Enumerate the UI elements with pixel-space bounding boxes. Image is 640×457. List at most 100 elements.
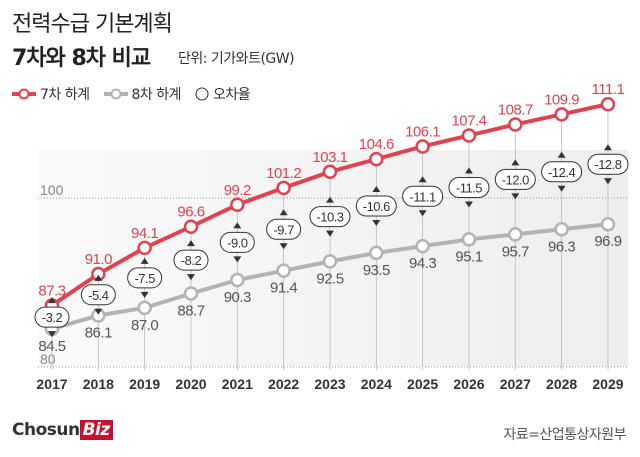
arrow-down-icon bbox=[48, 331, 56, 338]
data-label-7th: 103.1 bbox=[312, 149, 347, 166]
data-label-8th: 95.7 bbox=[502, 243, 529, 260]
difference-label: -7.5 bbox=[134, 271, 155, 286]
arrow-up-icon bbox=[140, 257, 149, 264]
difference-badge bbox=[448, 176, 490, 198]
arrow-up-icon bbox=[557, 151, 566, 158]
data-label-8th: 92.5 bbox=[316, 270, 343, 287]
difference-label: -5.4 bbox=[88, 288, 109, 303]
data-label-7th: 109.9 bbox=[544, 91, 579, 108]
arrow-down-icon bbox=[325, 230, 334, 237]
data-label-7th: 87.3 bbox=[38, 282, 65, 299]
data-label-8th: 87.0 bbox=[131, 317, 158, 334]
data-label-7th: 96.6 bbox=[177, 204, 204, 221]
arrow-down-icon bbox=[233, 256, 242, 263]
difference-badge bbox=[127, 267, 163, 289]
point-7th bbox=[415, 139, 430, 154]
point-8th bbox=[461, 232, 477, 247]
point-7th bbox=[508, 117, 523, 132]
difference-label: -9.0 bbox=[227, 235, 248, 250]
source-label: 자료=산업통상자원부 bbox=[503, 427, 626, 443]
difference-badge bbox=[309, 206, 351, 228]
point-7th bbox=[137, 240, 152, 256]
arrow-down-icon bbox=[603, 178, 612, 185]
point-8th bbox=[276, 263, 291, 278]
point-7th bbox=[322, 164, 338, 180]
difference-label: -10.3 bbox=[316, 210, 343, 225]
arrow-up-icon bbox=[418, 176, 427, 183]
arrow-down-icon bbox=[94, 308, 103, 315]
legend-marker-8th bbox=[103, 88, 128, 100]
point-7th bbox=[554, 107, 569, 122]
data-label-7th: 111.1 bbox=[592, 81, 625, 98]
x-tick-label: 2020 bbox=[175, 376, 206, 392]
legend-8th: 8차 하계 bbox=[131, 87, 182, 103]
difference-badge bbox=[34, 306, 70, 328]
data-label-8th: 86.1 bbox=[85, 324, 112, 341]
point-8th bbox=[600, 216, 616, 232]
data-label-7th: 107.4 bbox=[451, 112, 486, 129]
difference-label: -12.4 bbox=[548, 165, 575, 180]
data-label-7th: 99.2 bbox=[224, 182, 251, 199]
x-tick-label: 2021 bbox=[222, 376, 253, 392]
difference-badge bbox=[266, 218, 302, 240]
arrow-up-icon bbox=[279, 209, 288, 216]
point-7th bbox=[276, 180, 291, 196]
x-tick-label: 2022 bbox=[268, 376, 299, 392]
data-label-8th: 84.5 bbox=[38, 338, 65, 355]
data-label-7th: 104.6 bbox=[359, 136, 394, 153]
legend-marker-diff bbox=[195, 87, 209, 101]
point-8th bbox=[137, 300, 152, 316]
arrow-down-icon bbox=[186, 274, 195, 281]
arrow-up-icon bbox=[186, 240, 195, 247]
legend: 7차 하계 8차 하계 오차율 bbox=[12, 84, 251, 104]
data-label-8th: 93.5 bbox=[363, 262, 390, 279]
difference-label: -12.8 bbox=[594, 157, 621, 172]
difference-badge bbox=[494, 168, 536, 190]
x-tick-label: 2017 bbox=[36, 376, 67, 392]
arrow-up-icon bbox=[511, 159, 520, 166]
data-label-8th: 88.7 bbox=[177, 302, 204, 319]
title-line-1: 전력수급 기본계획 bbox=[12, 12, 173, 37]
point-8th bbox=[322, 254, 338, 269]
x-tick-label: 2029 bbox=[592, 376, 623, 392]
point-8th bbox=[183, 286, 199, 301]
difference-label: -3.2 bbox=[42, 310, 63, 325]
point-7th bbox=[183, 219, 199, 234]
arrow-down-icon bbox=[279, 243, 288, 250]
arrow-up-icon bbox=[233, 222, 242, 229]
data-label-7th: 106.1 bbox=[405, 123, 440, 140]
data-label-7th: 94.1 bbox=[131, 225, 158, 242]
title-line-2: 7차와 8차 비교 bbox=[12, 46, 151, 71]
difference-badge bbox=[219, 231, 255, 253]
arrow-down-icon bbox=[464, 201, 473, 208]
x-tick-label: 2027 bbox=[500, 376, 531, 392]
point-8th bbox=[369, 245, 384, 261]
legend-diff: 오차율 bbox=[213, 87, 251, 103]
x-tick-label: 2018 bbox=[83, 376, 114, 392]
unit-label: 단위: 기가와트(GW) bbox=[178, 51, 295, 67]
data-label-7th: 91.0 bbox=[85, 251, 112, 268]
data-label-8th: 96.9 bbox=[594, 233, 621, 250]
data-label-8th: 91.4 bbox=[270, 280, 297, 297]
difference-badge bbox=[173, 249, 209, 271]
arrow-up-icon bbox=[603, 144, 612, 151]
difference-label: -11.5 bbox=[456, 180, 482, 195]
x-tick-label: 2028 bbox=[546, 376, 577, 392]
data-label-8th: 90.3 bbox=[224, 289, 251, 306]
arrow-up-icon bbox=[372, 186, 381, 193]
x-tick-label: 2025 bbox=[407, 376, 438, 392]
difference-badge bbox=[355, 195, 397, 217]
legend-7th: 7차 하계 bbox=[40, 87, 90, 103]
data-label-7th: 108.7 bbox=[498, 101, 533, 118]
arrow-up-icon bbox=[464, 167, 473, 174]
difference-label: -9.7 bbox=[273, 222, 294, 237]
logo: Chosun Biz bbox=[12, 420, 113, 440]
point-7th bbox=[369, 151, 384, 167]
difference-badge bbox=[80, 284, 116, 306]
arrow-up-icon bbox=[325, 196, 334, 203]
data-label-8th: 96.3 bbox=[548, 238, 575, 255]
point-8th bbox=[230, 272, 245, 288]
difference-badge bbox=[402, 185, 444, 207]
